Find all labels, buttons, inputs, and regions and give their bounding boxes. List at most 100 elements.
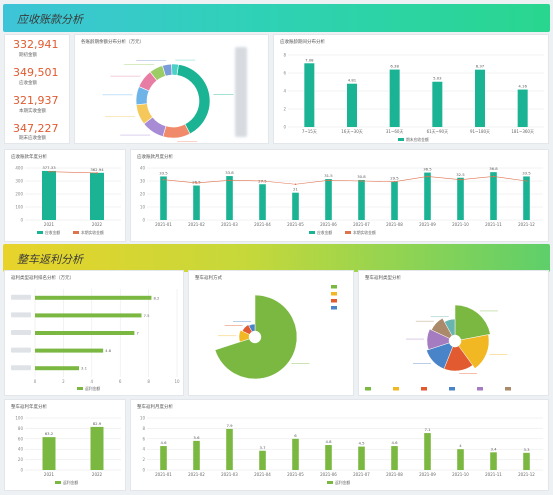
- data-label: 7: [136, 331, 139, 336]
- bar: [517, 89, 528, 127]
- section-banner-rebate: 整车返利分析: [3, 244, 550, 272]
- y-tick-label: 10: [140, 205, 146, 210]
- card-title: 返利类型返利排名分析（万元）: [11, 276, 74, 281]
- line-point: [195, 182, 198, 184]
- x-tick-label: 31~60天: [386, 129, 404, 134]
- line-point: [393, 180, 396, 183]
- line-point: [459, 178, 462, 181]
- data-label: 29.5: [390, 176, 399, 181]
- y-tick-label: 200: [15, 192, 23, 197]
- card-title: 应收账龄期间分布分析: [280, 40, 325, 45]
- y-tick-label: 20: [140, 192, 146, 197]
- x-tick-label: 2021-02: [188, 222, 205, 227]
- card-title: 应收账款年度分析: [11, 155, 47, 160]
- bar: [432, 81, 443, 127]
- y-tick-label: 0: [20, 218, 23, 223]
- data-label: 33.5: [522, 170, 531, 175]
- x-tick-label: 2021-01: [155, 222, 172, 227]
- data-label: 21: [293, 187, 298, 192]
- data-label: 36.8: [489, 166, 498, 171]
- x-tick-label: 7~15天: [302, 129, 317, 134]
- line-point: [261, 180, 264, 182]
- kpi-received-label: 本期实收金额: [19, 109, 46, 114]
- legend-label: 返利金额: [335, 480, 350, 485]
- legend-swatch: [73, 231, 79, 234]
- x-tick-label: 2021-09: [419, 472, 436, 477]
- y-tick-label: 4: [142, 447, 145, 452]
- card-title: 整车返利方式: [195, 276, 222, 281]
- legend-swatch: [505, 387, 511, 391]
- data-label: 3.3: [523, 447, 530, 452]
- data-label: 4.6: [391, 440, 398, 445]
- bar: [347, 83, 357, 127]
- data-label: 7.08: [305, 57, 314, 62]
- donut-slice: [171, 63, 179, 76]
- legend-swatch: [393, 387, 399, 391]
- x-tick-label: 2021-01: [155, 472, 172, 477]
- x-tick-label: 2022: [92, 472, 103, 477]
- bar: [457, 449, 464, 470]
- rebate-month-chart: 0 2 4 6 8 10 4.6 2021-01 5.6 2021-02 7.9 2021-03 3.7…: [140, 416, 543, 485]
- bar: [490, 172, 497, 220]
- x-tick-label: 2021-07: [353, 222, 370, 227]
- pie-slice: [444, 318, 456, 337]
- x-tick-label: 2021-06: [320, 222, 337, 227]
- rebate-type-pie: [365, 304, 511, 391]
- bar: [475, 69, 485, 127]
- x-tick-label: 2021-03: [221, 222, 238, 227]
- data-label: 362.94: [90, 167, 104, 172]
- y-tick-label: 6: [142, 436, 145, 441]
- data-label: 33.8: [225, 170, 234, 175]
- kpi-panel: 332,941 期初金额 349,501 应收金额 321,937 本期实收金额…: [4, 34, 70, 144]
- card-title: 整车返利类型分析: [365, 276, 401, 281]
- kpi-receivable-value: 349,501: [13, 66, 59, 79]
- legend-label: 本期实收金额: [81, 230, 104, 235]
- aging-donut-card: 各账龄期余额分布分析（万元）: [74, 34, 269, 144]
- monthly-card: 应收账款月度分析 0 10 20 30 40 33.5 2021-01 26.5 2021-02…: [130, 149, 549, 242]
- x-tick-label: 2021-05: [287, 472, 304, 477]
- monthly-combo-chart: 0 10 20 30 40 33.5 2021-01 26.5 2021-02 33.8 2021-…: [140, 166, 543, 235]
- legend-label: 应收金额: [45, 230, 60, 235]
- y-tick-label: 300: [15, 179, 23, 184]
- blurred-legend: [235, 47, 247, 137]
- y-tick-label: 80: [18, 426, 24, 431]
- bar: [35, 366, 80, 371]
- aging-donut-chart: [102, 59, 234, 142]
- series-line: [163, 176, 527, 185]
- line-point: [525, 180, 528, 182]
- y-tick-label: 40: [140, 166, 146, 171]
- yearly-bar-chart: 0 100 200 300 400 377.33 2021 362.94 2022 应收金额 本期实…: [15, 165, 121, 235]
- x-tick-label: 2021-05: [287, 222, 304, 227]
- x-tick-label: 2021-11: [485, 222, 502, 227]
- x-tick-label: 2021-10: [452, 472, 469, 477]
- data-label: 32.5: [456, 172, 465, 177]
- rebate-rank-chart: 0 2 4 6 8 10 8.2 7.5 7 4.8 3.1 返利金额: [11, 289, 180, 391]
- data-label: 4.16: [518, 84, 527, 89]
- legend-swatch: [398, 138, 404, 141]
- bar: [325, 179, 332, 220]
- x-tick-label: 0: [34, 379, 37, 384]
- legend-swatch: [327, 481, 333, 484]
- blurred-category: [11, 312, 31, 318]
- bar: [391, 446, 398, 470]
- bar: [358, 446, 365, 470]
- legend-swatch: [421, 387, 427, 391]
- bar: [35, 295, 152, 300]
- data-label: 5.6: [193, 435, 200, 440]
- x-tick-label: 16天~30天: [341, 129, 363, 134]
- x-tick-label: 2021-06: [320, 472, 337, 477]
- pie-slice: [426, 342, 454, 370]
- bar: [226, 176, 233, 220]
- y-tick-label: 2: [142, 457, 145, 462]
- x-tick-label: 2021-04: [254, 472, 271, 477]
- bar: [90, 172, 104, 220]
- data-label: 4.6: [160, 440, 167, 445]
- bar: [292, 192, 299, 220]
- x-tick-label: 2021-04: [254, 222, 271, 227]
- line-point: [426, 175, 429, 178]
- card-title: 整车返利月度分析: [137, 405, 173, 410]
- y-tick-label: 6: [283, 71, 286, 76]
- legend-swatch: [331, 285, 337, 289]
- legend-swatch: [77, 387, 83, 390]
- rebate-year-chart: 0 20 40 60 80 100 63.2 2021 82.9 2022 返利金额: [15, 416, 121, 485]
